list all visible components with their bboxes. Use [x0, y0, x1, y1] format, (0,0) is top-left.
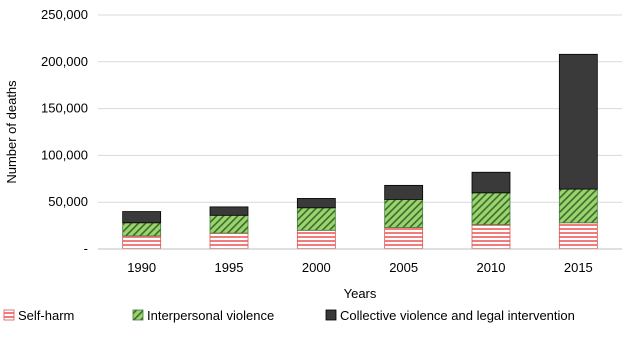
- bar-segment-self-harm-1995: [209, 232, 249, 250]
- legend-label: Self-harm: [18, 308, 74, 323]
- bar-segment-interpersonal-violence-2000: [296, 207, 336, 231]
- y-tick-label: 150,000: [41, 101, 88, 116]
- bar-segment-collective-violence-and-legal-intervention-2015: [558, 53, 598, 190]
- x-tick-label: 2000: [302, 260, 331, 275]
- bar-segment-interpersonal-violence-2010: [471, 192, 511, 226]
- legend-swatch-1: [132, 309, 144, 321]
- x-axis-label: Years: [344, 286, 377, 301]
- bar-segment-collective-violence-and-legal-intervention-2010: [471, 171, 511, 194]
- bar-segment-self-harm-2005: [384, 227, 424, 250]
- y-tick-label: 100,000: [41, 147, 88, 162]
- x-tick-label: 2015: [564, 260, 593, 275]
- bar-segment-interpersonal-violence-2005: [384, 198, 424, 228]
- bar-segment-collective-violence-and-legal-intervention-2005: [384, 184, 424, 200]
- gridlines: [98, 14, 622, 203]
- x-axis-ticks: 1990 1995 2000 2005 2010 2015: [127, 260, 593, 275]
- bar-segment-interpersonal-violence-1990: [122, 222, 162, 237]
- bars: [122, 53, 598, 250]
- bar-segment-interpersonal-violence-1995: [209, 214, 249, 234]
- bar-segment-collective-violence-and-legal-intervention-1995: [209, 206, 249, 216]
- bar-segment-self-harm-1990: [122, 235, 162, 250]
- legend-label: Collective violence and legal interventi…: [340, 308, 575, 323]
- bar-segment-interpersonal-violence-2015: [558, 188, 598, 224]
- bar-segment-collective-violence-and-legal-intervention-2000: [296, 198, 336, 209]
- legend-swatch-2: [325, 309, 337, 321]
- y-tick-label: 250,000: [41, 7, 88, 22]
- x-tick-label: 1995: [215, 260, 244, 275]
- y-tick-label: -: [84, 241, 88, 256]
- y-tick-label: 50,000: [48, 194, 88, 209]
- legend-label: Interpersonal violence: [147, 308, 274, 323]
- bar-segment-self-harm-2015: [558, 222, 598, 250]
- bar-segment-collective-violence-and-legal-intervention-1990: [122, 211, 162, 224]
- x-tick-label: 1990: [127, 260, 156, 275]
- x-tick-label: 2010: [477, 260, 506, 275]
- legend-swatch-0: [3, 309, 15, 321]
- y-axis-ticks: - 50,000 100,000 150,000 200,000 250,000: [41, 7, 88, 256]
- bar-segment-self-harm-2010: [471, 224, 511, 250]
- y-axis-label: Number of deaths: [4, 80, 19, 184]
- legend: Self-harm Interpersonal violence Collectiv…: [3, 308, 575, 323]
- y-tick-label: 200,000: [41, 54, 88, 69]
- x-tick-label: 2005: [389, 260, 418, 275]
- bar-segment-self-harm-2000: [296, 229, 336, 250]
